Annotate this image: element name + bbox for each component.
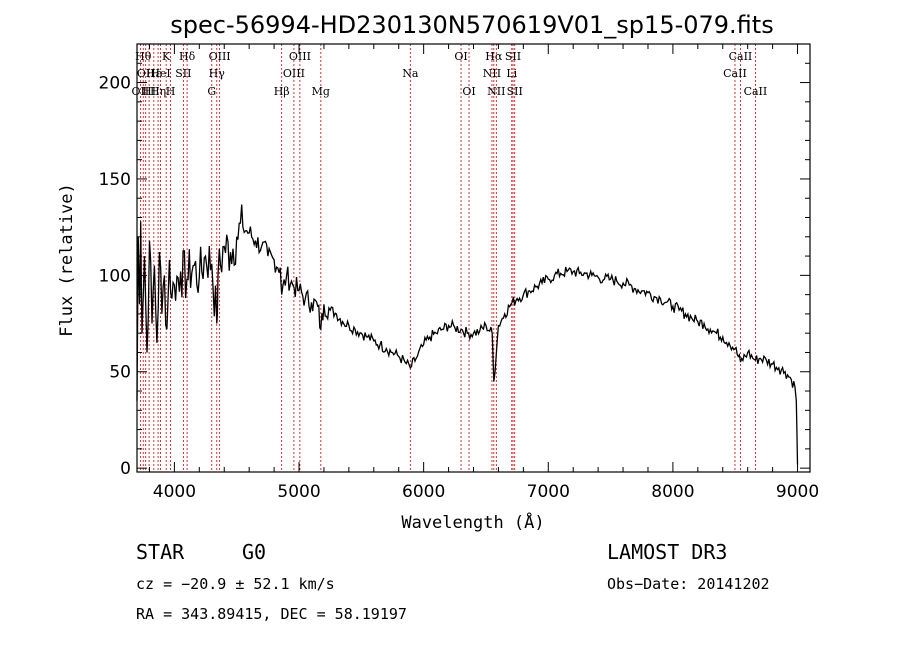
spectral-line-label: H (166, 85, 176, 98)
y-tick-label: 200 (99, 74, 131, 94)
spectral-line-label: Na (402, 67, 419, 80)
object-subclass: G0 (242, 540, 266, 564)
spectral-line-label: HI (142, 85, 156, 98)
x-tick-label: 4000 (153, 482, 196, 502)
x-tick-label: 8000 (651, 482, 694, 502)
spectral-line-label: CaII (723, 67, 747, 80)
redshift-readout: cz = −20.9 ± 52.1 km/s (136, 575, 335, 593)
spectral-line-label: OI (454, 50, 467, 63)
spectral-line-label: OII (137, 67, 155, 80)
spectral-line-label: Hε (146, 67, 162, 80)
spectral-line-label: NII (483, 67, 501, 80)
spectral-line-label: OI (462, 85, 475, 98)
observation-date: Obs−Date: 20141202 (607, 575, 770, 593)
y-tick-label: 0 (120, 459, 131, 479)
y-tick-label: 100 (99, 266, 131, 286)
spectral-line-markers (139, 44, 756, 472)
spectral-line-label: Hθ (135, 50, 152, 63)
x-tick-label: 9000 (776, 482, 819, 502)
spectral-line-label: OIII (283, 67, 305, 80)
spectral-line-label: SII (507, 85, 523, 98)
spectral-line-label: Hδ (179, 50, 196, 63)
x-axis-label: Wavelength (Å) (401, 511, 544, 533)
y-axis-label: Flux (relative) (57, 183, 77, 337)
spectral-line-label: Hβ (274, 85, 290, 98)
spectral-line-label: Hα (485, 50, 503, 63)
spectral-line-label: OIII (209, 50, 231, 63)
spectral-line-label: OIII (289, 50, 311, 63)
survey-name: LAMOST DR3 (607, 540, 727, 564)
spectral-line-label: SII (505, 50, 521, 63)
plot-frame (136, 43, 811, 473)
spectral-line-label: OII (132, 85, 150, 98)
spectral-line-label: CaII (729, 50, 753, 63)
spectral-line-label: SII (175, 67, 191, 80)
x-tick-label: 5000 (277, 482, 320, 502)
y-axis-ticks: 0 50 100 150 200 (99, 62, 810, 479)
y-tick-label: 50 (109, 363, 131, 383)
spectral-line-label: NII (487, 85, 505, 98)
spectral-line-label: HeI (150, 67, 170, 80)
spectral-line-labels: OIIHθOIIHIHεHηHeIKHSIIHδGHγOIIIHβOIIIOII… (132, 50, 768, 98)
x-axis-ticks: 4000 5000 6000 7000 8000 9000 (148, 44, 819, 502)
spectral-line-label: Li (506, 67, 517, 80)
x-tick-label: 7000 (527, 482, 570, 502)
chart-title: spec-56994-HD230130N570619V01_sp15-079.f… (170, 11, 773, 39)
spectral-line-label: Mg (312, 85, 330, 98)
coordinates-readout: RA = 343.89415, DEC = 58.19197 (136, 605, 407, 623)
spectral-line-label: CaII (744, 85, 768, 98)
flux-series-line (136, 204, 799, 465)
spectral-line-label: Hη (150, 85, 166, 98)
y-tick-label: 150 (99, 170, 131, 190)
spectral-line-label: Hγ (209, 67, 226, 80)
spectral-line-label: K (162, 50, 171, 63)
spectral-line-label: G (207, 85, 216, 98)
object-class: STAR (136, 540, 185, 564)
x-tick-label: 6000 (402, 482, 445, 502)
